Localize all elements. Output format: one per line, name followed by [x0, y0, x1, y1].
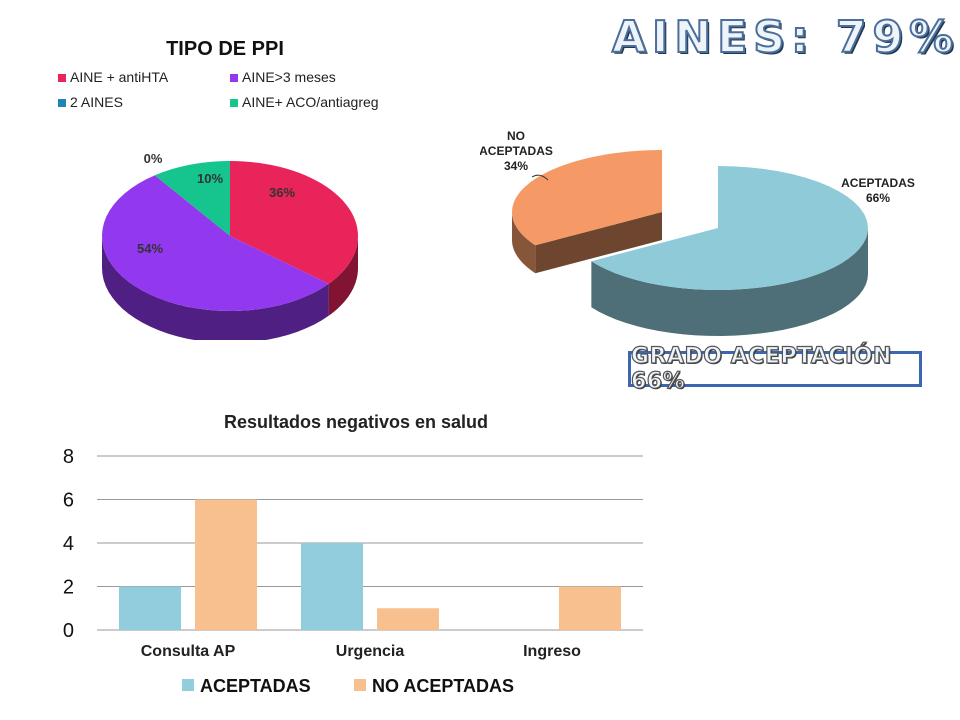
bar-title: Resultados negativos en salud	[224, 412, 488, 432]
ppi-type-pie-chart: TIPO DE PPI AINE + antiHTA AINE>3 meses 2 A…	[58, 38, 379, 340]
pie1-legend-label-2: 2 AINES	[70, 94, 123, 110]
pie2-slice-0	[591, 166, 868, 336]
pie2-slice-1-cut	[535, 212, 662, 274]
pie1-slice-1-side	[102, 236, 329, 340]
pie2-slice-0-top	[591, 166, 868, 290]
pie1-data-label-2: 0%	[144, 151, 163, 166]
pie2-slice-0-side	[591, 228, 868, 336]
pie1-title: TIPO DE PPI	[166, 38, 284, 60]
bar-xtick-2: Ingreso	[523, 643, 581, 660]
bar-ytick-0: 0	[63, 620, 74, 642]
pie1-slice-1	[102, 175, 329, 340]
pie2-slice-1-top	[512, 150, 662, 246]
pie1-legend-swatch-3	[230, 99, 238, 107]
pie2-data-label-0-1: 66%	[866, 191, 890, 205]
pie1-slice-0	[230, 161, 358, 316]
negative-results-bar-chart: Resultados negativos en salud 0 2 4 6 8 Consul…	[63, 412, 643, 696]
pie2-data-label-1-2: 34%	[504, 159, 528, 173]
bar-0-1	[301, 543, 363, 630]
bar-xtick-1: Urgencia	[336, 643, 405, 660]
bar-ytick-6: 6	[63, 490, 74, 512]
pie1-legend-swatch-0	[58, 74, 66, 82]
bar-ytick-4: 4	[63, 533, 74, 555]
pie2-leader-line	[531, 174, 549, 181]
bar-ytick-8: 8	[63, 446, 74, 468]
pie2-data-label-0-0: ACEPTADAS	[841, 176, 915, 190]
pie1-slice-3-top	[154, 161, 230, 236]
pie2-slice-1-side	[512, 212, 536, 274]
headline: AINES: 79%	[611, 11, 960, 64]
pie2-slice-1	[512, 150, 662, 274]
pie1-data-label-3: 10%	[197, 171, 223, 186]
pie1-data-label-1: 54%	[137, 241, 163, 256]
bar-xtick-0: Consulta AP	[141, 643, 236, 660]
bar-legend-label-1: NO ACEPTADAS	[372, 676, 514, 696]
bar-1-1	[377, 608, 439, 630]
pie1-legend-swatch-2	[58, 99, 66, 107]
pie1-legend-swatch-1	[230, 74, 238, 82]
bar-legend-swatch-1	[354, 679, 366, 691]
pie1-slice-0-top	[230, 161, 358, 284]
pie1-legend-label-1: AINE>3 meses	[242, 69, 336, 85]
pie1-slice-1-top	[102, 175, 329, 311]
bar-1-2	[559, 586, 621, 630]
pie1-legend-label-0: AINE + antiHTA	[70, 69, 169, 85]
pie2-data-label-1-1: ACEPTADAS	[480, 144, 553, 158]
acceptance-rate-box: GRADO ACEPTACIÓN 66%	[628, 343, 922, 395]
acceptance-rate-text: GRADO ACEPTACIÓN 66%	[630, 343, 892, 394]
pie1-slice-3	[154, 161, 230, 236]
bar-legend-swatch-0	[182, 679, 194, 691]
pie1-legend-label-3: AINE+ ACO/antiagreg	[242, 94, 379, 110]
bar-legend-label-0: ACEPTADAS	[200, 676, 311, 696]
bar-1-0	[195, 499, 257, 630]
pie2-data-label-1-0: NO	[507, 129, 525, 143]
pie1-slice-0-side	[328, 236, 358, 316]
bar-ytick-2: 2	[63, 577, 74, 599]
pie1-data-label-0: 36%	[269, 185, 295, 200]
bar-0-0	[119, 586, 181, 630]
